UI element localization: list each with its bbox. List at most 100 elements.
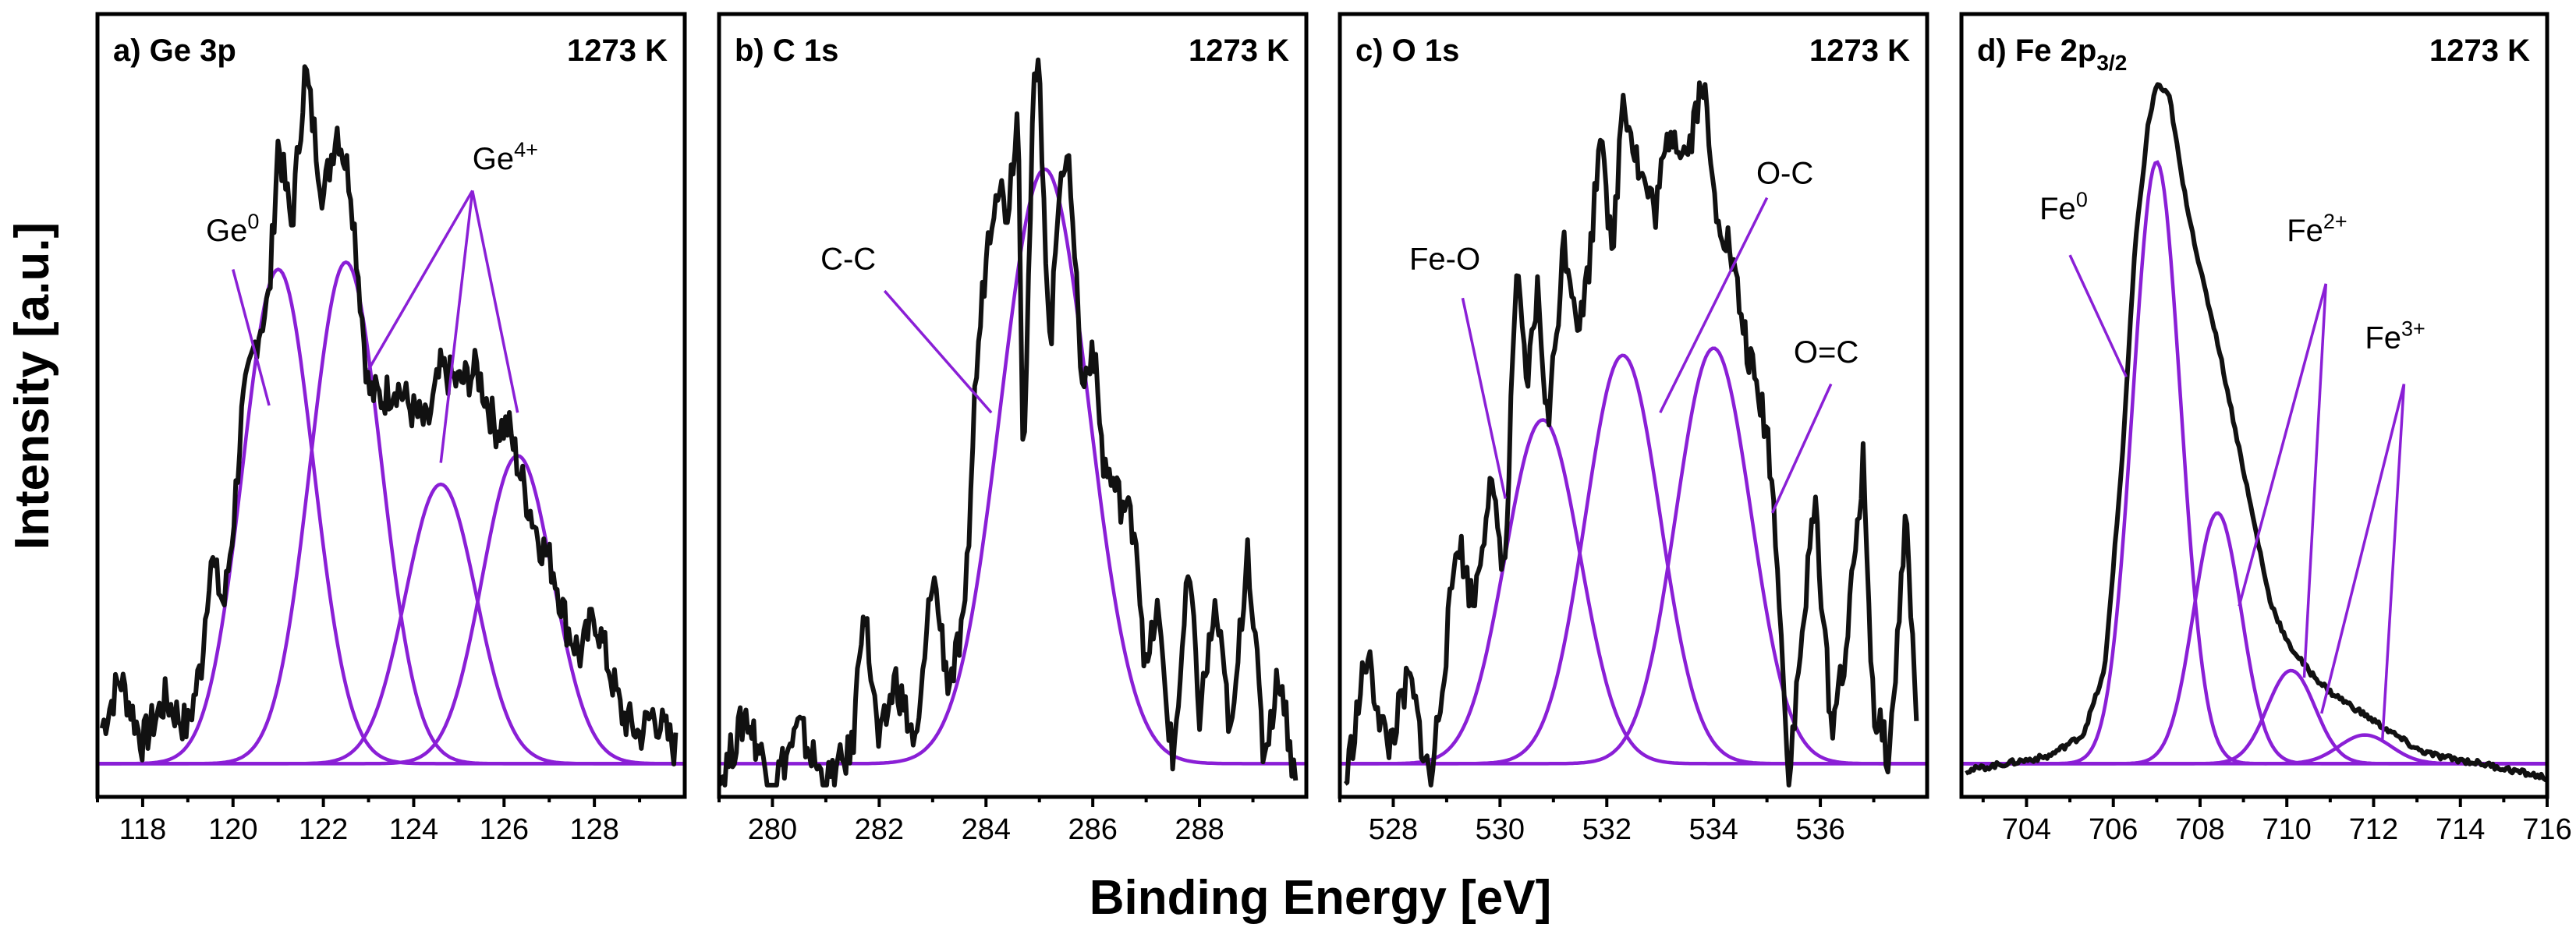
annotation-label: Fe-O <box>1409 242 1480 277</box>
panel-title: a) Ge 3p <box>113 34 236 68</box>
panel-title-text: a) Ge 3p <box>113 34 236 68</box>
annotation-label-base: O=C <box>1794 335 1858 370</box>
fit-component-4 <box>97 454 685 766</box>
x-tick-label: 124 <box>389 813 438 846</box>
panel-title-text: b) C 1s <box>735 34 838 68</box>
annotation-leader-line <box>2238 283 2327 607</box>
annotation-label-base: Ge <box>473 142 514 176</box>
panel-frame <box>1338 12 1929 799</box>
x-tick-label: 288 <box>1175 813 1224 846</box>
x-tick-label: 126 <box>480 813 529 846</box>
x-tick-label: 532 <box>1582 813 1632 846</box>
fit-component-1 <box>97 267 685 766</box>
x-tick-label: 284 <box>962 813 1011 846</box>
x-tick-label: 528 <box>1369 813 1418 846</box>
fit-component-2 <box>1340 353 1927 766</box>
annotation-label-superscript: 2+ <box>2323 210 2347 233</box>
x-tick-label: 534 <box>1688 813 1738 846</box>
annotation-label-superscript: 0 <box>247 210 259 233</box>
x-tick-label: 282 <box>855 813 904 846</box>
x-tick-label: 714 <box>2436 813 2485 846</box>
panel-frame <box>1959 12 2549 799</box>
annotation-label-superscript: 3+ <box>2401 317 2425 341</box>
x-tick-label: 118 <box>119 813 167 846</box>
annotation-label: O-C <box>1756 156 1813 190</box>
x-axis-label: Binding Energy [eV] <box>1090 871 1551 925</box>
annotation-leader-line <box>1770 383 1833 514</box>
panel-2: C-C 280 282 284 286 288 b) C 1s 1273 K <box>717 12 1309 846</box>
x-tick-label: 536 <box>1795 813 1844 846</box>
fit-component-4 <box>1961 733 2547 766</box>
annotation-label: Ge0 <box>206 210 259 248</box>
panel-title: c) O 1s <box>1355 34 1459 68</box>
annotation-label-base: Fe <box>2039 192 2076 226</box>
fit-component-1 <box>1961 160 2547 766</box>
annotation-label-superscript: 0 <box>2076 188 2088 211</box>
annotation-leader-line <box>2380 384 2406 742</box>
panel-temperature: 1273 K <box>1189 34 1289 68</box>
annotation-label-base: Ge <box>206 214 247 248</box>
fit-component-2 <box>97 260 685 766</box>
x-tick-label: 708 <box>2175 813 2224 846</box>
measured-spectrum <box>1343 80 1919 788</box>
panel-temperature: 1273 K <box>567 34 668 68</box>
plot-area <box>1340 80 1927 788</box>
panel-3: Fe-O O-C O=C 528 530 532 534 536 c) O 1s 1273 K <box>1338 12 1929 846</box>
annotation-label: C-C <box>820 242 876 277</box>
annotation-leader-line <box>1659 196 1769 414</box>
x-tick-label: 280 <box>748 813 797 846</box>
panel-title-text: d) Fe 2p <box>1977 34 2096 68</box>
panel-title-subscript: 3/2 <box>2096 51 2127 75</box>
panel-temperature: 1273 K <box>2429 34 2530 68</box>
annotation-leader-line <box>883 289 993 414</box>
x-tick-label: 710 <box>2262 813 2312 846</box>
panel-frame <box>717 12 1309 799</box>
annotation-label: Fe0 <box>2039 188 2088 226</box>
x-tick-label: 286 <box>1068 813 1117 846</box>
annotation-label-base: O-C <box>1756 156 1813 190</box>
panel-title: b) C 1s <box>735 34 838 68</box>
fit-component-1 <box>1340 418 1927 766</box>
panel-temperature: 1273 K <box>1809 34 1910 68</box>
annotation-leader-line <box>1461 297 1507 499</box>
x-tick-label: 128 <box>569 813 618 846</box>
annotation-leader-line <box>2320 384 2406 714</box>
fit-component-3 <box>1340 346 1927 766</box>
panel-frame <box>95 12 687 799</box>
annotation-label: Ge4+ <box>473 138 538 176</box>
annotation-label: O=C <box>1794 335 1858 370</box>
panel-title-text: c) O 1s <box>1355 34 1459 68</box>
annotation-label-superscript: 4+ <box>514 138 538 161</box>
panel-title: d) Fe 2p3/2 <box>1977 34 2127 75</box>
x-tick-label: 704 <box>2002 813 2051 846</box>
x-tick-label: 530 <box>1476 813 1525 846</box>
x-tick-label: 706 <box>2089 813 2138 846</box>
x-tick-label: 120 <box>208 813 257 846</box>
x-tick-label: 716 <box>2522 813 2571 846</box>
annotation-leader-line <box>232 269 271 406</box>
annotation-leader-line <box>367 189 474 370</box>
annotation-leader-line <box>2302 283 2328 678</box>
fit-component-1 <box>719 167 1306 766</box>
y-axis-label: Intensity [a.u.] <box>5 222 59 550</box>
plot-area <box>97 64 685 766</box>
annotation-label-base: Fe-O <box>1409 242 1480 277</box>
x-tick-label: 122 <box>299 813 348 846</box>
measured-spectrum <box>99 64 679 766</box>
measured-spectrum <box>1965 82 2547 783</box>
annotation-label: Fe2+ <box>2287 210 2347 248</box>
annotation-label-base: C-C <box>820 242 876 277</box>
annotation-leader-line <box>471 190 519 413</box>
annotation-label: Fe3+ <box>2365 317 2425 356</box>
plot-area <box>1961 82 2547 783</box>
plot-area <box>719 57 1306 788</box>
annotation-leader-line <box>2068 254 2128 378</box>
annotation-label-base: Fe <box>2287 214 2323 248</box>
measured-spectrum <box>719 57 1299 788</box>
x-tick-label: 712 <box>2349 813 2398 846</box>
annotation-leader-line <box>439 190 474 463</box>
